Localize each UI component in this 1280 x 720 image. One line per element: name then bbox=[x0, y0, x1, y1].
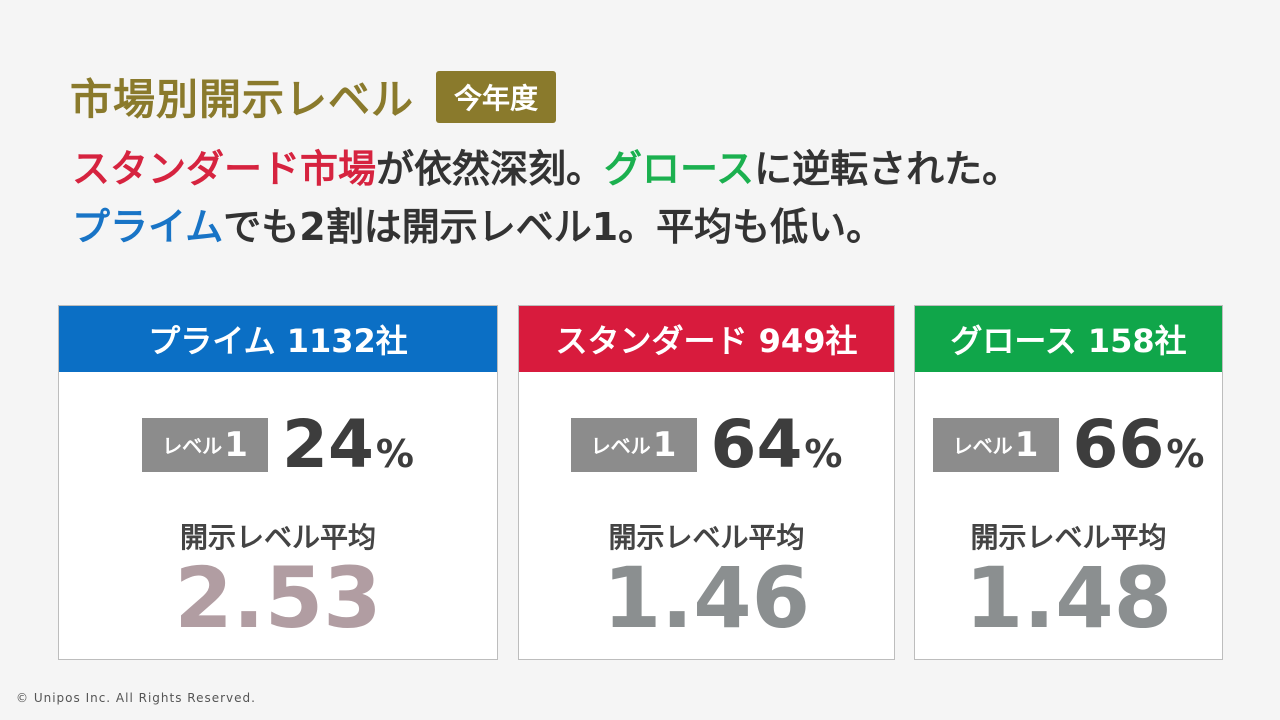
level-tag-number: 1 bbox=[1014, 424, 1039, 465]
headline-text: でも2割は開示レベル1。平均も低い。 bbox=[223, 205, 885, 249]
percent-value: 66 bbox=[1072, 406, 1165, 483]
title-row: 市場別開示レベル 今年度 bbox=[70, 66, 557, 127]
page-title: 市場別開示レベル bbox=[70, 75, 415, 124]
headline-line-1: スタンダード市場が依然深刻。グロースに逆転された。 bbox=[72, 138, 1020, 193]
level-row: レベル 1 66% bbox=[915, 406, 1222, 483]
level-row: レベル 1 24% bbox=[59, 406, 497, 483]
avg-label: 開示レベル平均 bbox=[970, 521, 1167, 554]
percent-sign: % bbox=[375, 432, 414, 476]
avg-label: 開示レベル平均 bbox=[179, 521, 376, 554]
period-badge: 今年度 bbox=[436, 70, 557, 123]
headline-text: に逆転された。 bbox=[754, 147, 1021, 191]
level-1-percent: 24% bbox=[282, 406, 414, 483]
percent-value: 64 bbox=[710, 406, 803, 483]
level-1-percent: 66% bbox=[1073, 406, 1205, 483]
card-prime: プライム 1132社 レベル 1 24% 開示レベル平均 2.53 bbox=[58, 305, 498, 660]
percent-sign: % bbox=[1166, 432, 1205, 476]
level-tag-text: レベル bbox=[952, 434, 1013, 458]
copyright-footer: © Unipos Inc. All Rights Reserved. bbox=[16, 691, 256, 705]
avg-value: 1.48 bbox=[964, 549, 1173, 647]
level-tag-number: 1 bbox=[224, 424, 248, 465]
headline-growth: グロース bbox=[604, 147, 755, 191]
headline-text: が依然深刻。 bbox=[376, 147, 605, 191]
card-header-prime: プライム 1132社 bbox=[59, 306, 497, 372]
level-row: レベル 1 64% bbox=[519, 406, 894, 483]
headline-standard-market: スタンダード市場 bbox=[72, 147, 377, 191]
avg-value: 2.53 bbox=[174, 549, 382, 647]
avg-label: 開示レベル平均 bbox=[608, 521, 805, 554]
percent-value: 24 bbox=[282, 406, 374, 483]
level-1-tag: レベル 1 bbox=[570, 417, 697, 472]
card-header-standard: スタンダード 949社 bbox=[519, 306, 894, 372]
headline-prime: プライム bbox=[72, 205, 224, 249]
level-1-tag: レベル 1 bbox=[932, 417, 1059, 472]
level-1-percent: 64% bbox=[711, 406, 843, 483]
level-1-tag: レベル 1 bbox=[142, 417, 269, 472]
avg-value: 1.46 bbox=[602, 549, 811, 647]
card-header-growth: グロース 158社 bbox=[915, 306, 1222, 372]
level-tag-number: 1 bbox=[652, 424, 677, 465]
percent-sign: % bbox=[804, 432, 843, 476]
card-growth: グロース 158社 レベル 1 66% 開示レベル平均 1.48 bbox=[914, 305, 1223, 660]
level-tag-text: レベル bbox=[590, 434, 651, 458]
card-standard: スタンダード 949社 レベル 1 64% 開示レベル平均 1.46 bbox=[518, 305, 895, 660]
level-tag-text: レベル bbox=[162, 434, 223, 458]
headline-line-2: プライムでも2割は開示レベル1。平均も低い。 bbox=[72, 196, 884, 251]
